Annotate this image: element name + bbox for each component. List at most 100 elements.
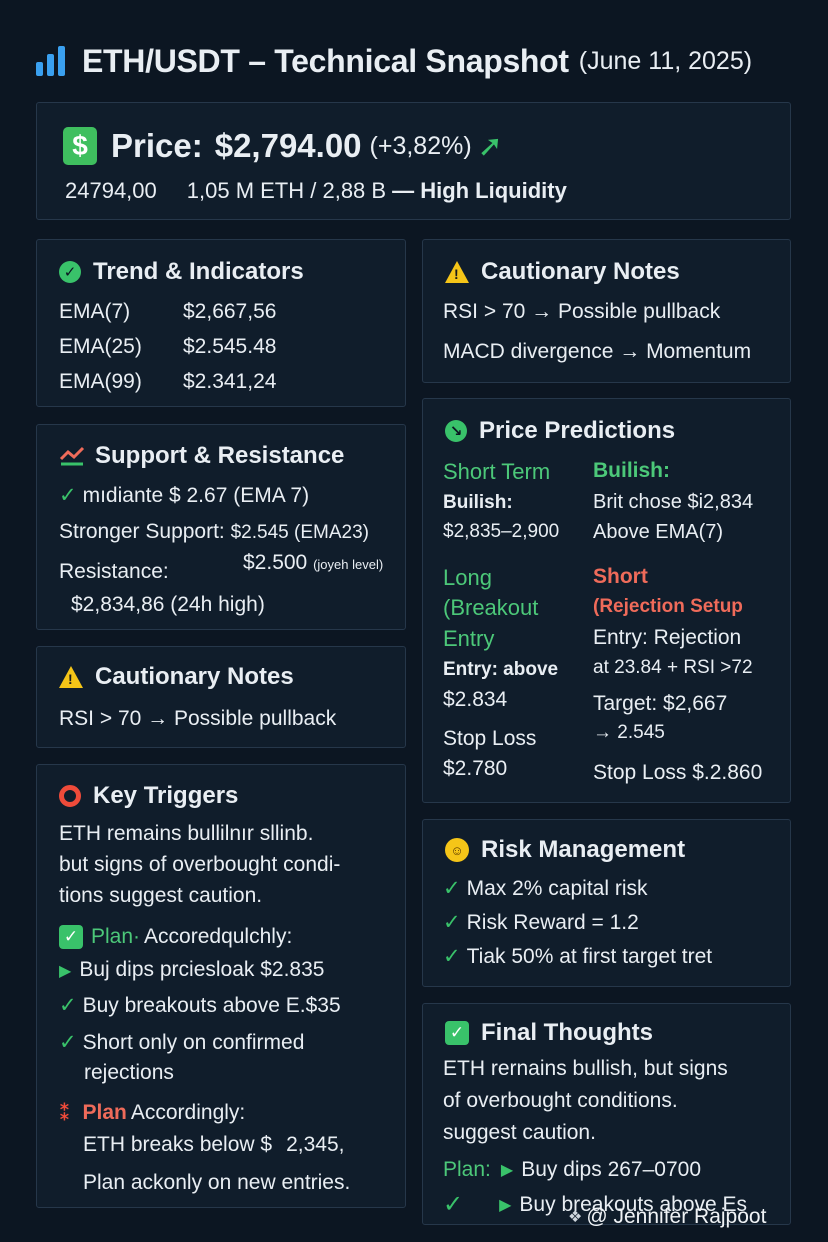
plan-text: Accordingly: — [130, 1101, 246, 1124]
check-icon: ✓ — [443, 1191, 464, 1218]
support-label: Stronger Support: — [59, 520, 225, 543]
trigger-line: Plan ackonly on new entries. — [83, 1171, 351, 1194]
support-title: Support & Resistance — [95, 442, 345, 469]
support-line: mıdiante $ 2.67 (EMA 7) — [82, 484, 310, 507]
caution-line: RSI > 70 → Possible pullback — [443, 300, 721, 323]
watermark: ❖ @ Jennifer Rajpoot — [568, 1205, 767, 1228]
plan-item: Buy breakouts above Es — [519, 1192, 748, 1216]
long-label: Entry — [443, 626, 495, 651]
price-change: (+3,82%) — [369, 131, 472, 160]
short-entry: Entry: Rejection — [593, 626, 742, 649]
liquidity-label: — High Liquidity — [392, 178, 567, 203]
support-value: $2.500 — [243, 551, 308, 574]
volume-text: 1,05 M ETH / 2,88 B — [186, 178, 387, 203]
caution-card-left: Cautionary Notes RSI > 70 → Possible pul… — [36, 646, 406, 748]
dollar-icon: $ — [63, 127, 97, 165]
resistance-label: Resistance: — [59, 560, 169, 583]
trigger-item: rejections — [84, 1061, 174, 1084]
price-card: $ Price: $2,794.00 (+3,82%) ➚ 24794,00 1… — [36, 102, 791, 220]
caution-title: Cautionary Notes — [95, 663, 294, 690]
bar-chart-icon — [36, 46, 66, 76]
volume-base: 24794,00 — [65, 178, 157, 203]
ema-value: $2.545.48 — [183, 335, 277, 358]
play-icon: ▶ — [499, 1196, 512, 1214]
final-text: suggest caution. — [443, 1121, 596, 1144]
play-icon: ▶ — [500, 1162, 514, 1179]
caution-line: MACD divergence → Momentum — [443, 340, 752, 363]
check-icon: ✓ — [59, 484, 77, 507]
bullish-label: Builish: — [593, 459, 670, 482]
trend-title: Trend & Indicators — [93, 258, 304, 285]
triggers-card: Key Triggers ETH remains bullilnır sllin… — [36, 764, 406, 1208]
ema-row: EMA(99) — [59, 370, 142, 393]
alert-icon: ⁑ — [59, 1100, 71, 1125]
caution-card-right: Cautionary Notes RSI > 70 → Possible pul… — [422, 239, 791, 383]
page-date: (June 11, 2025) — [578, 46, 753, 75]
trigger-line: ETH breaks below $ — [83, 1133, 273, 1156]
check-box-icon: ✓ — [445, 1021, 469, 1045]
check-circle-icon: ✓ — [59, 261, 81, 283]
price-label: Price: — [111, 127, 203, 164]
support-note: (joyeh level) — [313, 557, 384, 572]
check-icon: ✓ — [443, 877, 461, 900]
short-term-bullish: Builish: — [443, 492, 513, 513]
price-value: $2,794.00 — [214, 127, 362, 164]
short-target: Target: $2,667 — [593, 692, 728, 715]
triggers-text: tions suggest caution. — [59, 884, 263, 907]
header: ETH/USDT – Technical Snapshot (June 11, … — [36, 38, 806, 84]
diamond-icon: ❖ — [568, 1209, 583, 1226]
short-label: (Rejection Setup — [593, 596, 743, 617]
risk-item: Risk Reward = 1.2 — [466, 911, 639, 934]
check-icon: ✓ — [59, 1031, 77, 1054]
final-title: Final Thoughts — [481, 1019, 653, 1046]
trigger-item: Buj dips prciesloak $2.835 — [79, 958, 325, 981]
long-label: Long — [443, 565, 492, 590]
trend-card: ✓ Trend & Indicators EMA(7) $2,667,56 EM… — [36, 239, 406, 407]
caution-title: Cautionary Notes — [481, 258, 680, 285]
page-title: ETH/USDT – Technical Snapshot — [82, 42, 569, 79]
risk-title: Risk Management — [481, 836, 686, 863]
final-text: ETH rernains bullish, but signs — [443, 1057, 728, 1080]
trigger-item: Buy breakouts above E.$35 — [82, 994, 341, 1017]
short-term-label: Short Term — [443, 459, 551, 484]
trend-chart-icon — [59, 445, 85, 467]
warning-icon — [445, 261, 469, 283]
predictions-card: ↘ Price Predictions Short Term Builish: … — [422, 398, 791, 803]
caution-line: RSI > 70 → Possible pullback — [59, 707, 337, 730]
long-label: (Breakout — [443, 595, 539, 620]
plan-label: Plan· — [91, 925, 141, 948]
resistance-value: $2,834,86 (24h high) — [71, 593, 265, 616]
short-target: → 2.545 — [593, 722, 665, 743]
support-card: Support & Resistance ✓ mıdiante $ 2.67 (E… — [36, 424, 406, 630]
check-icon: ✓ — [59, 994, 77, 1017]
trend-up-icon: ➚ — [477, 129, 503, 163]
play-icon: ▶ — [59, 963, 72, 980]
short-label: Short — [593, 565, 648, 588]
risk-item: Max 2% capital risk — [466, 877, 648, 900]
target-icon: ↘ — [445, 420, 467, 442]
check-icon: ✓ — [443, 911, 461, 934]
triggers-text: ETH remains bullilnır sllinb. — [59, 822, 314, 845]
bullish-line: Brit chose $i2,834 — [593, 491, 754, 513]
plan-item: Buy dips 267–0700 — [521, 1158, 701, 1181]
bullish-line: Above EMA(7) — [593, 521, 724, 543]
lightbulb-icon: ☺ — [445, 838, 469, 862]
plan-label: Plan — [82, 1101, 127, 1124]
triggers-text: but signs of overbought condi- — [59, 853, 341, 876]
plan-label: Plan: — [443, 1158, 491, 1181]
predictions-title: Price Predictions — [479, 417, 676, 444]
final-card: ✓ Final Thoughts ETH rernains bullish, b… — [422, 1003, 791, 1225]
trigger-value: 2,345, — [286, 1133, 345, 1156]
long-entry-value: $2.834 — [443, 688, 508, 711]
long-stop-value: $2.780 — [443, 757, 508, 780]
ema-row: EMA(7) — [59, 300, 131, 323]
final-text: of overbought conditions. — [443, 1089, 678, 1112]
warning-icon — [59, 666, 83, 688]
ema-value: $2.341,24 — [183, 370, 277, 393]
long-stop: Stop Loss — [443, 727, 537, 750]
trigger-item: Short only on confirmed — [82, 1031, 305, 1054]
long-entry: Entry: above — [443, 659, 559, 680]
short-entry: at 23.84 + RSI >72 — [593, 657, 753, 678]
ema-value: $2,667,56 — [183, 300, 277, 323]
risk-item: Tiak 50% at first target tret — [466, 945, 713, 968]
